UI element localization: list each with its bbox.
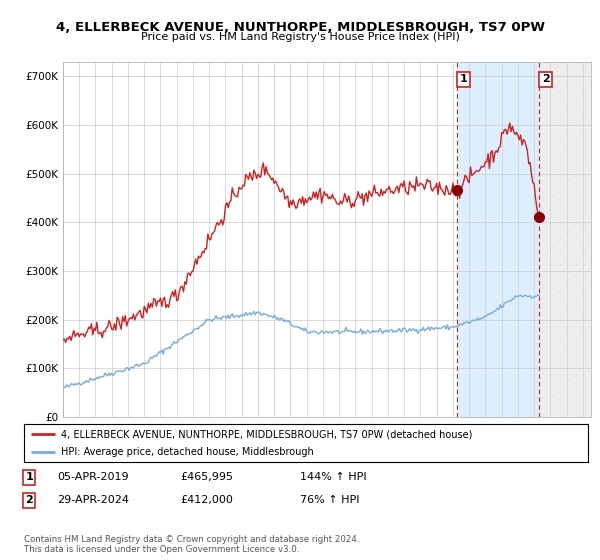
Text: 144% ↑ HPI: 144% ↑ HPI (300, 472, 367, 482)
Text: 2: 2 (25, 495, 33, 505)
Text: This data is licensed under the Open Government Licence v3.0.: This data is licensed under the Open Gov… (24, 545, 299, 554)
Text: HPI: Average price, detached house, Middlesbrough: HPI: Average price, detached house, Midd… (61, 447, 313, 457)
Text: 2: 2 (542, 74, 550, 85)
Text: 1: 1 (25, 472, 33, 482)
Text: 4, ELLERBECK AVENUE, NUNTHORPE, MIDDLESBROUGH, TS7 0PW (detached house): 4, ELLERBECK AVENUE, NUNTHORPE, MIDDLESB… (61, 429, 472, 439)
Text: 4, ELLERBECK AVENUE, NUNTHORPE, MIDDLESBROUGH, TS7 0PW: 4, ELLERBECK AVENUE, NUNTHORPE, MIDDLESB… (56, 21, 545, 34)
Text: 76% ↑ HPI: 76% ↑ HPI (300, 495, 359, 505)
Bar (539, 62, 591, 417)
Text: £465,995: £465,995 (180, 472, 233, 482)
Bar (539, 62, 591, 417)
Text: 05-APR-2019: 05-APR-2019 (57, 472, 128, 482)
Text: £412,000: £412,000 (180, 495, 233, 505)
Bar (457, 62, 539, 417)
Text: 29-APR-2024: 29-APR-2024 (57, 495, 129, 505)
Text: Contains HM Land Registry data © Crown copyright and database right 2024.: Contains HM Land Registry data © Crown c… (24, 535, 359, 544)
Text: 1: 1 (460, 74, 467, 85)
Text: Price paid vs. HM Land Registry's House Price Index (HPI): Price paid vs. HM Land Registry's House … (140, 32, 460, 43)
